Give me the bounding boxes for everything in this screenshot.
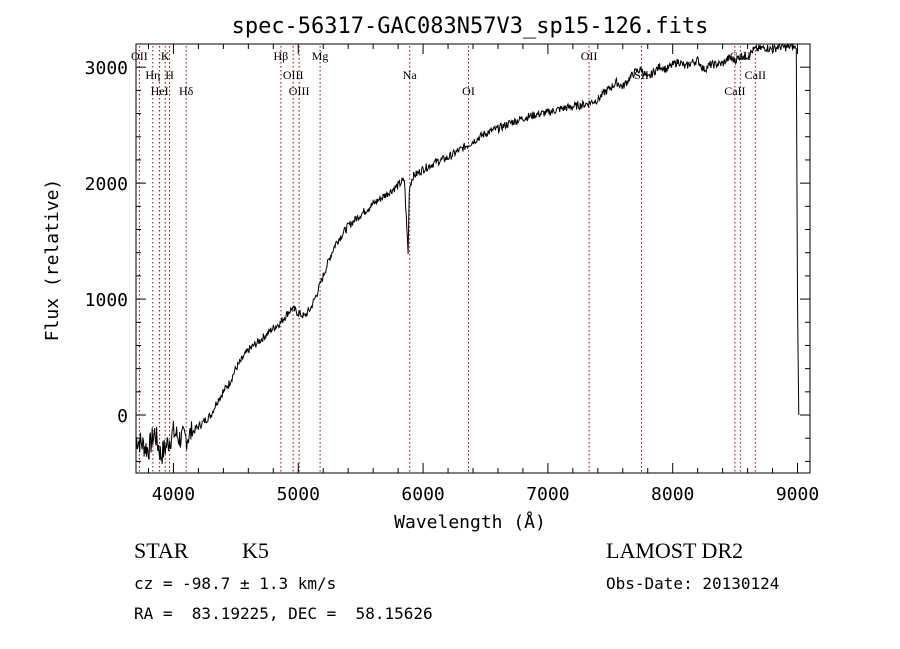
x-tick-label-0: 4000 (152, 484, 195, 505)
line-label-5: Hδ (179, 84, 194, 98)
spectrum-line (135, 42, 800, 465)
x-axis-label: Wavelength (Å) (394, 511, 546, 533)
emission-line-labels: OIIHηHeIKHHδHβOIIIOIIIMgNaOIOIISIICaIICa… (131, 49, 766, 98)
x-tick-label-2: 6000 (401, 484, 444, 505)
object-subclass: K5 (242, 538, 269, 563)
coordinates-ra-dec: RA = 83.19225, DEC = 58.15626 (134, 604, 433, 623)
chart-title: spec-56317-GAC083N57V3_sp15-126.fits (232, 14, 709, 39)
y-tick-label-0: 0 (117, 406, 128, 427)
line-label-2: HeI (151, 84, 169, 98)
line-label-8: OIII (289, 84, 310, 98)
emission-line-markers (138, 46, 756, 473)
line-label-3: K (161, 49, 170, 63)
observation-date: Obs-Date: 20130124 (606, 574, 780, 593)
redshift-cz: cz = -98.7 ± 1.3 km/s (134, 574, 337, 593)
line-label-6: Hβ (274, 49, 289, 63)
line-label-4: H (165, 68, 174, 82)
spectrum-series (135, 42, 800, 465)
y-axis-label: Flux (relative) (42, 179, 63, 342)
y-tick-label-2: 2000 (85, 174, 128, 195)
x-tick-label-3: 7000 (526, 484, 569, 505)
survey-label: LAMOST DR2 (606, 538, 744, 563)
line-label-7: OIII (283, 68, 304, 82)
line-label-14: CaII (724, 84, 745, 98)
line-label-0: OII (131, 49, 148, 63)
y-tick-label-1: 1000 (85, 290, 128, 311)
object-class: STAR (134, 538, 189, 563)
line-label-1: Hη (145, 68, 160, 82)
line-label-10: Na (403, 68, 418, 82)
y-tick-label-3: 3000 (85, 58, 128, 79)
line-label-12: OII (581, 49, 598, 63)
y-axis: 0 1000 2000 3000 (85, 43, 810, 462)
x-tick-label-4: 8000 (651, 484, 694, 505)
plot-frame (135, 43, 811, 474)
line-label-9: Mg (312, 49, 329, 63)
x-axis: 4000 5000 6000 7000 8000 9000 (147, 44, 819, 505)
line-label-11: OI (462, 84, 475, 98)
x-tick-label-5: 9000 (776, 484, 819, 505)
x-tick-label-1: 5000 (277, 484, 320, 505)
line-label-16: CaII (745, 68, 766, 82)
